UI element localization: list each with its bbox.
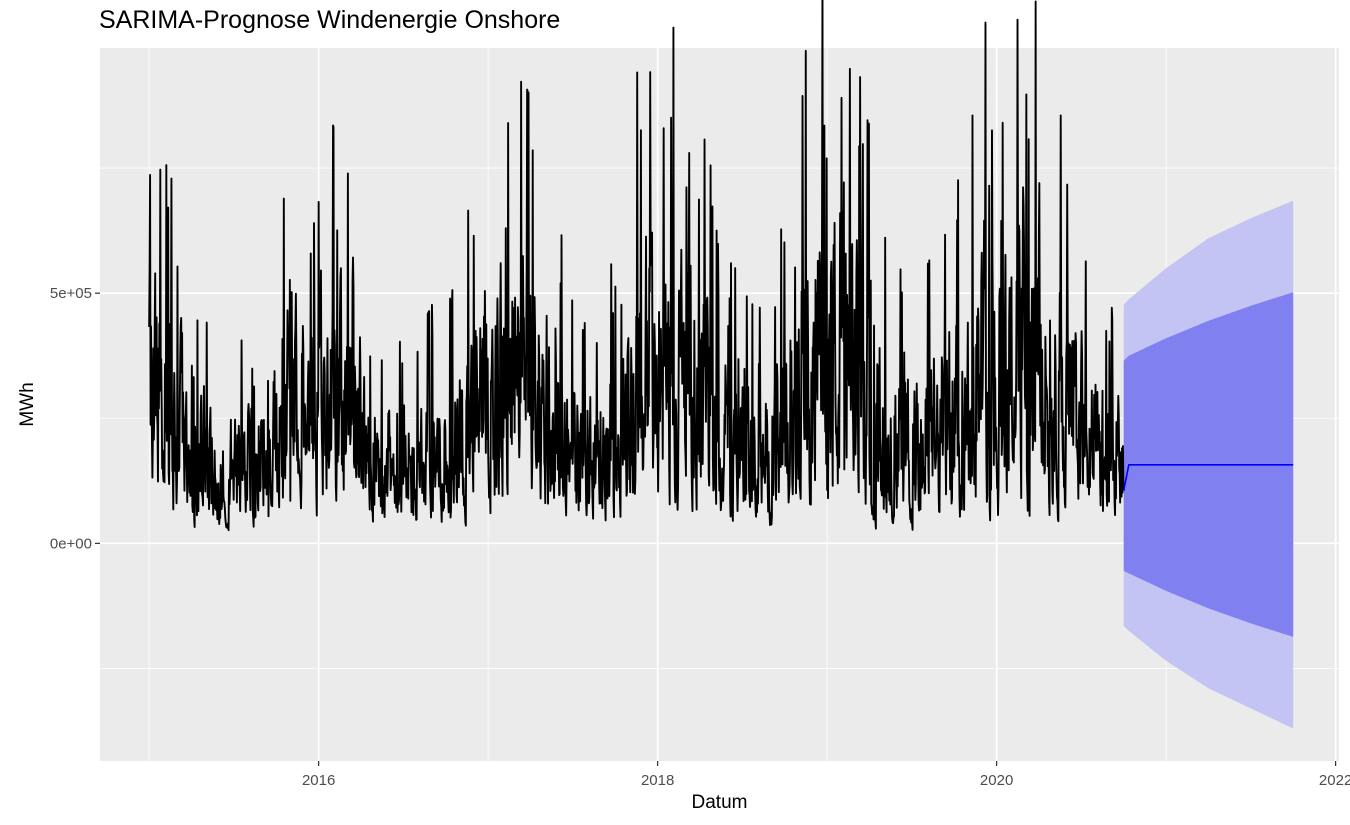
series-lines bbox=[148, 0, 1294, 532]
x-axis: 2016 2018 2020 2022 bbox=[302, 761, 1350, 789]
chart-title: SARIMA-Prognose Windenergie Onshore bbox=[99, 6, 561, 34]
x-tick-label: 2016 bbox=[302, 772, 335, 789]
x-axis-title: Datum bbox=[692, 792, 748, 813]
x-tick-label: 2018 bbox=[641, 772, 674, 789]
y-tick-label: 5e+05 bbox=[50, 285, 92, 302]
y-axis: 0e+00 5e+05 bbox=[50, 285, 100, 552]
x-tick-label: 2020 bbox=[980, 772, 1013, 789]
y-tick-label: 0e+00 bbox=[50, 535, 92, 552]
y-axis-title: MWh bbox=[17, 382, 38, 426]
forecast-mean-line bbox=[1122, 464, 1294, 491]
x-tick-label: 2022 bbox=[1319, 772, 1350, 789]
observed-series-line bbox=[148, 0, 1125, 532]
